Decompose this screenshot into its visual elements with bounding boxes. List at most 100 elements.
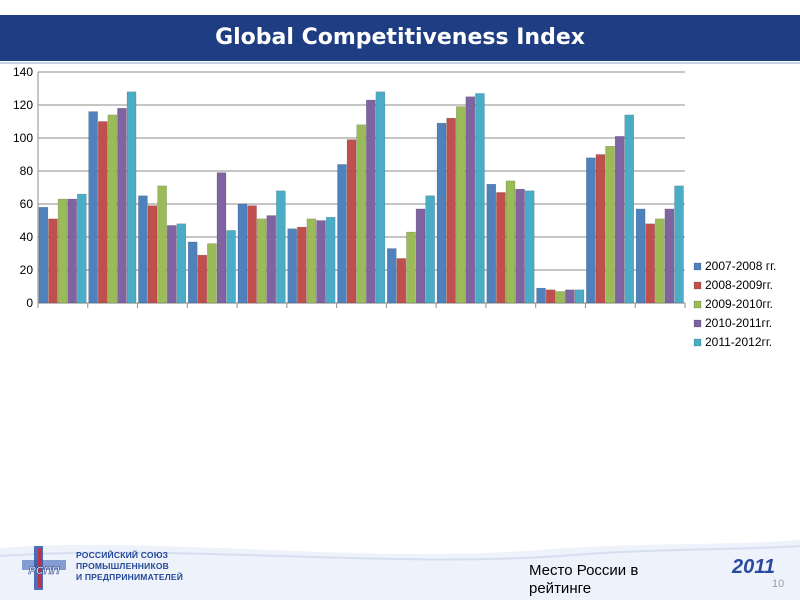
bar <box>126 91 137 304</box>
bar <box>216 172 227 304</box>
bar <box>446 117 456 304</box>
y-tick-label: 100 <box>13 131 33 145</box>
legend-label: 2007-2008 гг. <box>705 259 776 273</box>
bar <box>375 91 386 304</box>
y-tick-label: 140 <box>13 65 33 79</box>
bar <box>346 139 357 304</box>
bar <box>387 248 397 304</box>
y-tick-label: 120 <box>13 98 33 112</box>
footer: РСПП РОССИЙСКИЙ СОЮЗ ПРОМЫШЛЕННИКОВ И ПР… <box>0 538 800 600</box>
x-tick-label: Инфраструктура <box>145 317 159 414</box>
bar <box>545 289 556 304</box>
organization-name-line: ПРОМЫШЛЕННИКОВ <box>76 561 169 571</box>
bar <box>425 195 435 304</box>
rspp-logo-icon: РСПП <box>22 546 66 590</box>
x-tick-label: Институты <box>96 317 110 379</box>
bar <box>237 203 248 304</box>
x-tick-label: Товарный рынок <box>345 316 359 412</box>
bar <box>496 192 506 304</box>
bar <box>515 188 525 304</box>
legend-swatch <box>693 338 702 347</box>
bar <box>337 164 347 304</box>
x-tick-label: Условия ведения бизнеса <box>593 317 607 467</box>
bar <box>147 205 158 304</box>
legend-swatch <box>693 300 702 309</box>
bar <box>226 230 236 304</box>
x-tick-label: Макроэкономика <box>195 317 209 415</box>
bar <box>595 154 606 304</box>
bar <box>297 226 307 304</box>
organization-name-line: РОССИЙСКИЙ СОЮЗ <box>76 550 169 560</box>
slide-title: Global Competitiveness Index <box>0 15 800 61</box>
x-tick-label: Финансовый рынок <box>444 316 458 428</box>
bar <box>396 258 407 304</box>
bar <box>98 121 108 304</box>
bar <box>565 289 575 304</box>
y-tick-label: 20 <box>20 263 34 277</box>
bar <box>166 225 177 304</box>
chart-caption: Место России в рейтинге <box>529 562 639 597</box>
bar <box>586 157 596 304</box>
bar <box>266 215 277 304</box>
bar <box>256 218 267 304</box>
x-tick-label: Высшее образование <box>295 317 309 443</box>
bar <box>77 193 87 304</box>
bar <box>415 208 426 304</box>
bar <box>455 106 466 304</box>
bar <box>664 208 675 304</box>
x-tick-label: Инновации <box>643 317 657 381</box>
legend-swatch <box>693 262 702 271</box>
x-tick-label: Размер рынка <box>544 317 558 399</box>
bar <box>176 223 187 304</box>
legend-label: 2009-2010гг. <box>705 297 773 311</box>
x-tick-label: Здоровье и начальное образование <box>245 317 259 527</box>
bar <box>207 243 217 304</box>
y-tick-label: 0 <box>26 296 33 310</box>
bar <box>67 198 77 304</box>
bar <box>325 216 336 304</box>
bar <box>655 218 665 304</box>
bar-chart: 0 20 40 60 80 100 120 140 Итоговый рейтинг Росси… <box>13 65 776 527</box>
bar <box>614 136 625 304</box>
bar <box>138 195 148 304</box>
bar <box>505 180 516 304</box>
bar <box>38 207 49 304</box>
bar <box>574 289 585 304</box>
legend-swatch <box>693 281 702 290</box>
bar <box>366 99 376 304</box>
bar <box>197 254 208 304</box>
bar <box>57 198 68 304</box>
bar <box>107 114 118 304</box>
legend-swatch <box>693 319 702 328</box>
bar <box>48 218 58 304</box>
bar <box>316 220 326 304</box>
legend-label: 2008-2009гг. <box>705 278 773 292</box>
x-tick-label: Готовность к внедрению технологий <box>494 317 508 527</box>
bar <box>524 190 535 304</box>
bar <box>635 208 646 304</box>
footer-wave-decoration <box>0 540 800 600</box>
y-tick-label: 40 <box>20 230 34 244</box>
bar <box>157 185 167 304</box>
organization-name-line: И ПРЕДПРИНИМАТЕЛЕЙ <box>76 572 184 582</box>
organization-name: РОССИЙСКИЙ СОЮЗ ПРОМЫШЛЕННИКОВ И ПРЕДПРИ… <box>76 550 183 583</box>
bar <box>645 223 655 304</box>
bar <box>276 190 286 304</box>
x-tick-label: Итоговый рейтинг России <box>46 317 60 466</box>
bar <box>306 218 317 304</box>
bar <box>674 185 684 304</box>
bar <box>356 124 366 304</box>
bar <box>247 205 257 304</box>
year-label: 2011 <box>732 556 776 578</box>
bar <box>406 231 416 304</box>
bar <box>624 114 634 304</box>
x-tick-label: Рынок труда <box>394 317 408 390</box>
page-number: 10 <box>772 578 785 590</box>
bar <box>605 146 615 304</box>
logo-mark-text: РСПП <box>28 565 60 577</box>
y-tick-label: 80 <box>20 164 34 178</box>
bar <box>436 122 447 304</box>
bar <box>486 183 497 304</box>
bar <box>536 287 546 304</box>
y-tick-label: 60 <box>20 197 34 211</box>
